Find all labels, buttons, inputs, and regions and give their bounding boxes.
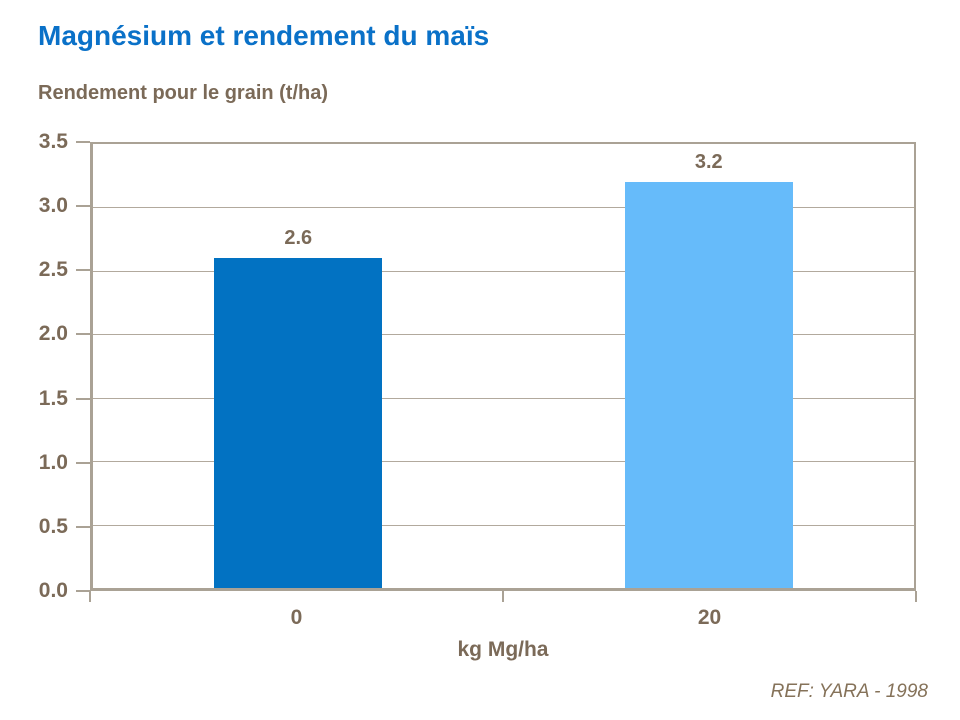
bar-20: [624, 182, 793, 588]
x-tick-mark: [502, 591, 504, 602]
y-tick-label: 3.5: [38, 130, 68, 153]
y-tick-mark: [76, 333, 90, 336]
gridline: [93, 334, 914, 336]
x-category-label: 0: [290, 606, 303, 629]
y-tick-mark: [76, 269, 90, 272]
x-tick-mark: [89, 591, 91, 602]
y-tick-label: 1.0: [38, 450, 68, 474]
bar-slot: 2.6: [93, 144, 504, 588]
y-tick-label: 1.5: [38, 386, 68, 410]
y-tick-label: 2.0: [38, 322, 68, 346]
gridline: [93, 270, 914, 272]
gridline: [93, 207, 914, 209]
gridline: [93, 397, 914, 399]
bar-0: [214, 258, 383, 588]
bar-value-label: 2.6: [284, 227, 313, 250]
y-tick-mark: [76, 141, 90, 143]
y-axis-title: Rendement pour le grain (t/ha): [38, 82, 329, 104]
reference-note: REF: YARA - 1998: [770, 681, 928, 702]
y-tick-mark: [76, 461, 90, 464]
gridline: [93, 461, 914, 463]
y-tick-label: 2.5: [38, 258, 68, 282]
x-category-label: 20: [697, 606, 722, 629]
bar-slot: 3.2: [504, 144, 915, 588]
y-axis: 0.0 0.5 1.0 1.5 2.0 2.5 3.0 3.5: [0, 130, 90, 602]
y-tick-label: 0.5: [38, 514, 68, 538]
y-tick-mark: [76, 397, 90, 400]
page-title: Magnésium et rendement du maïs: [38, 20, 490, 51]
gridline: [93, 524, 914, 526]
x-axis-title: kg Mg/ha: [457, 638, 549, 661]
plot-area: 2.6 3.2: [90, 142, 916, 591]
bar-value-label: 3.2: [694, 151, 723, 174]
y-tick-label: 0.0: [38, 579, 68, 602]
x-axis: 0 20: [89, 591, 917, 651]
y-tick-label: 3.0: [38, 194, 68, 218]
y-tick-mark: [76, 525, 90, 528]
x-tick-mark: [915, 591, 917, 602]
y-tick-mark: [76, 205, 90, 208]
y-tick-mark: [76, 590, 90, 592]
